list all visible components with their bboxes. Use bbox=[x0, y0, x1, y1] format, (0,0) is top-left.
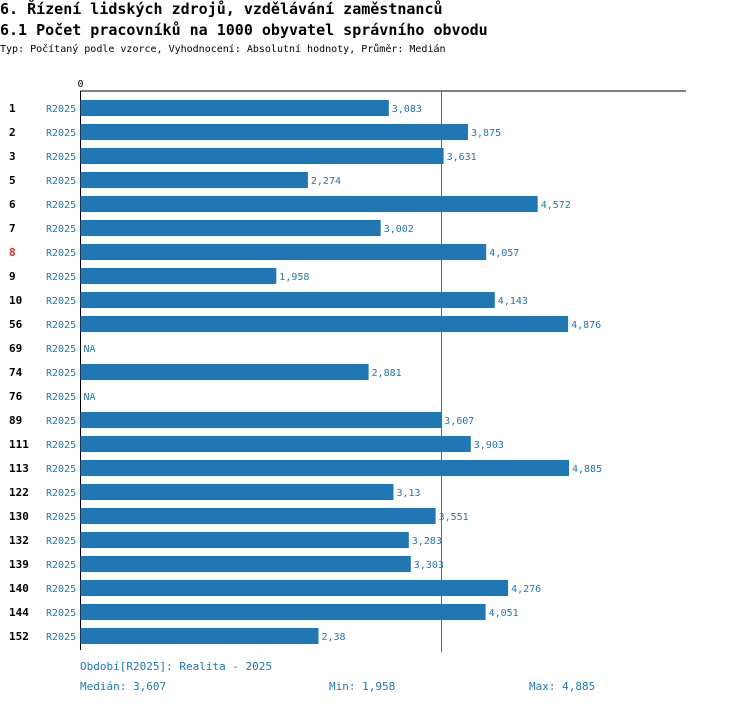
bar bbox=[80, 292, 495, 308]
category-label: 130 bbox=[9, 510, 29, 523]
category-label: 56 bbox=[9, 318, 23, 331]
category-label: 7 bbox=[9, 222, 16, 235]
series-label: R2025 bbox=[46, 392, 76, 403]
series-label: R2025 bbox=[46, 224, 76, 235]
bar bbox=[80, 148, 444, 164]
data-label: 4,885 bbox=[572, 464, 602, 475]
section-title: 6. Řízení lidských zdrojů, vzdělávání za… bbox=[0, 0, 443, 18]
data-label: NA bbox=[84, 392, 96, 403]
series-label: R2025 bbox=[46, 344, 76, 355]
footer-period: Období[R2025]: Realita - 2025 bbox=[80, 660, 273, 673]
series-label: R2025 bbox=[46, 176, 76, 187]
bar bbox=[80, 508, 436, 524]
category-label: 10 bbox=[9, 294, 22, 307]
category-label: 1 bbox=[9, 102, 16, 115]
bar bbox=[80, 172, 308, 188]
category-label: 8 bbox=[9, 246, 16, 259]
footer-median: Medián: 3,607 bbox=[80, 680, 167, 693]
bar bbox=[80, 124, 468, 140]
category-label: 5 bbox=[9, 174, 16, 187]
bar bbox=[80, 484, 394, 500]
data-label: 3,607 bbox=[444, 416, 474, 427]
series-label: R2025 bbox=[46, 536, 76, 547]
category-label: 152 bbox=[9, 630, 29, 643]
data-label: 3,875 bbox=[471, 128, 501, 139]
footer-min: Min: 1,958 bbox=[329, 680, 396, 693]
data-label: 2,881 bbox=[372, 368, 402, 379]
series-label: R2025 bbox=[46, 200, 76, 211]
series-label: R2025 bbox=[46, 368, 76, 379]
series-label: R2025 bbox=[46, 128, 76, 139]
bar bbox=[80, 460, 569, 476]
category-label: 89 bbox=[9, 414, 22, 427]
chart-subtitle: Typ: Počítaný podle vzorce, Vyhodnocení:… bbox=[0, 44, 446, 55]
data-label: 2,38 bbox=[322, 632, 346, 643]
series-label: R2025 bbox=[46, 320, 76, 331]
series-label: R2025 bbox=[46, 248, 76, 259]
data-label: 3,551 bbox=[439, 512, 469, 523]
series-label: R2025 bbox=[46, 608, 76, 619]
footer-max: Max: 4,885 bbox=[529, 680, 596, 693]
category-label: 74 bbox=[9, 366, 23, 379]
data-label: NA bbox=[84, 344, 96, 355]
data-label: 4,051 bbox=[489, 608, 519, 619]
data-label: 4,572 bbox=[541, 200, 571, 211]
category-label: 69 bbox=[9, 342, 22, 355]
data-label: 3,283 bbox=[412, 536, 442, 547]
category-label: 132 bbox=[9, 534, 29, 547]
bar bbox=[80, 220, 381, 236]
series-label: R2025 bbox=[46, 416, 76, 427]
category-label: 113 bbox=[9, 462, 29, 475]
data-label: 3,903 bbox=[474, 440, 504, 451]
data-label: 2,274 bbox=[311, 176, 341, 187]
bar bbox=[80, 244, 487, 260]
data-label: 3,13 bbox=[397, 488, 421, 499]
series-label: R2025 bbox=[46, 272, 76, 283]
series-label: R2025 bbox=[46, 440, 76, 451]
data-label: 4,057 bbox=[489, 248, 519, 259]
bar bbox=[80, 196, 538, 212]
category-label: 6 bbox=[9, 198, 16, 211]
series-label: R2025 bbox=[46, 632, 76, 643]
bar bbox=[80, 532, 409, 548]
data-label: 3,303 bbox=[414, 560, 444, 571]
bar bbox=[80, 316, 569, 332]
chart-title: 6.1 Počet pracovníků na 1000 obyvatel sp… bbox=[0, 21, 488, 39]
series-label: R2025 bbox=[46, 104, 76, 115]
series-label: R2025 bbox=[46, 512, 76, 523]
category-label: 3 bbox=[9, 150, 16, 163]
series-label: R2025 bbox=[46, 152, 76, 163]
category-label: 9 bbox=[9, 270, 16, 283]
data-label: 3,083 bbox=[392, 104, 422, 115]
series-label: R2025 bbox=[46, 464, 76, 475]
bar bbox=[80, 412, 442, 428]
bar bbox=[80, 628, 319, 644]
category-label: 2 bbox=[9, 126, 16, 139]
category-label: 76 bbox=[9, 390, 23, 403]
series-label: R2025 bbox=[46, 488, 76, 499]
bar bbox=[80, 556, 411, 572]
category-label: 140 bbox=[9, 582, 29, 595]
category-label: 144 bbox=[9, 606, 29, 619]
series-label: R2025 bbox=[46, 560, 76, 571]
bar bbox=[80, 580, 509, 596]
bar bbox=[80, 268, 277, 284]
data-label: 4,143 bbox=[498, 296, 528, 307]
bar bbox=[80, 436, 471, 452]
bar bbox=[80, 100, 389, 116]
category-label: 139 bbox=[9, 558, 29, 571]
data-label: 1,958 bbox=[279, 272, 309, 283]
category-label: 122 bbox=[9, 486, 29, 499]
series-label: R2025 bbox=[46, 584, 76, 595]
data-label: 4,276 bbox=[511, 584, 541, 595]
bar bbox=[80, 364, 369, 380]
bar bbox=[80, 604, 486, 620]
data-label: 3,631 bbox=[447, 152, 477, 163]
data-label: 3,002 bbox=[384, 224, 414, 235]
series-label: R2025 bbox=[46, 296, 76, 307]
data-label: 4,876 bbox=[571, 320, 601, 331]
x-tick-label: 0 bbox=[78, 79, 84, 90]
category-label: 111 bbox=[9, 438, 29, 451]
